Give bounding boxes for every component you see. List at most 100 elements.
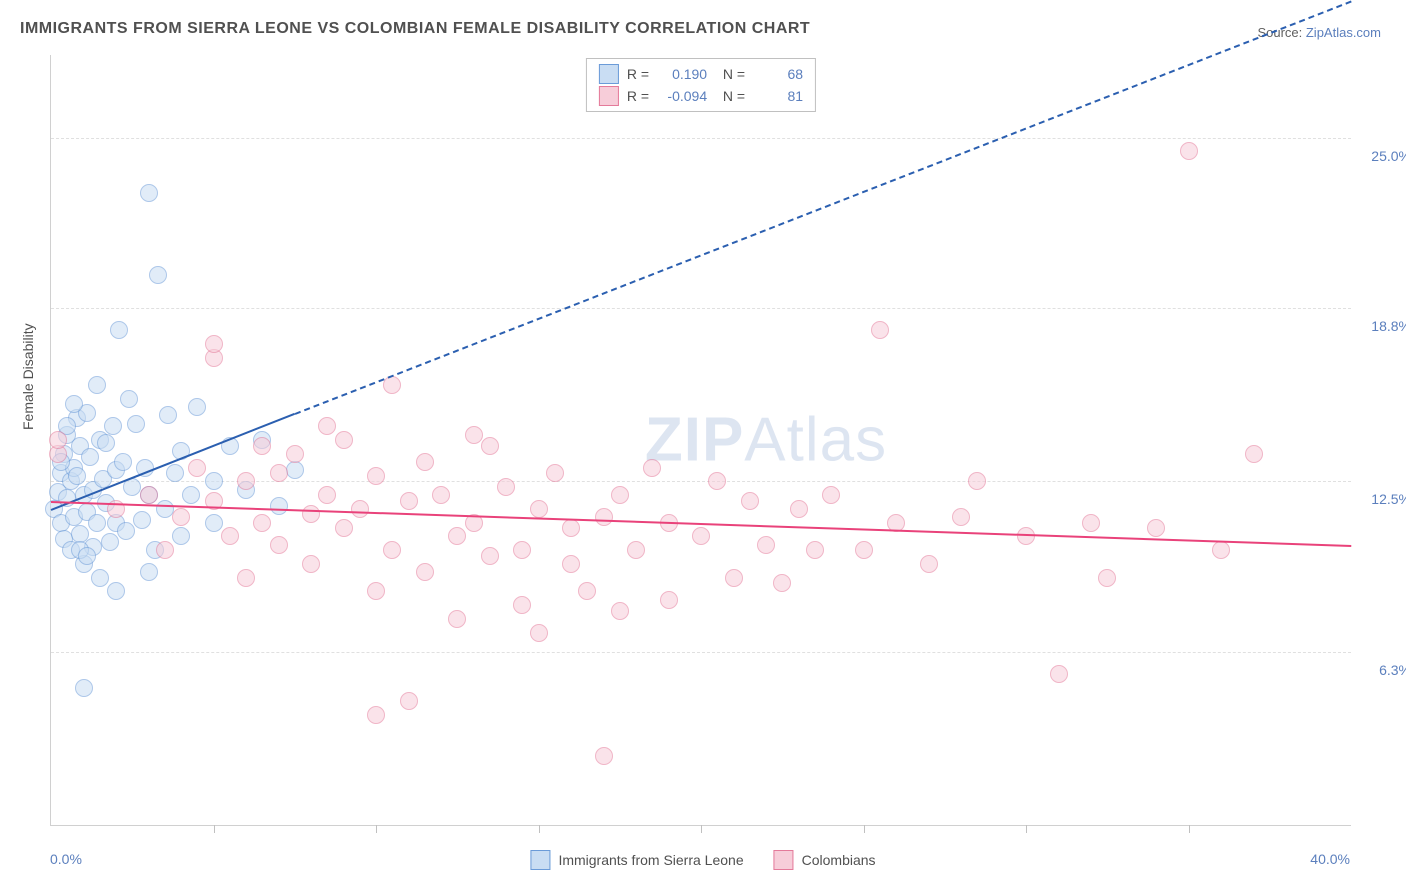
scatter-point [107,582,125,600]
gridline [51,308,1351,309]
x-tick [376,825,377,833]
scatter-point [822,486,840,504]
scatter-point [205,335,223,353]
scatter-point [481,547,499,565]
scatter-point [481,437,499,455]
scatter-point [127,415,145,433]
stat-n-label: N = [715,63,745,85]
scatter-point [253,437,271,455]
scatter-point [708,472,726,490]
x-tick [864,825,865,833]
scatter-point [188,398,206,416]
scatter-point [1147,519,1165,537]
stat-r-label: R = [627,85,649,107]
scatter-point [302,555,320,573]
x-axis-max-label: 40.0% [1310,851,1350,867]
scatter-point [595,508,613,526]
y-tick-label: 25.0% [1356,148,1406,164]
legend-swatch [599,64,619,84]
scatter-point [968,472,986,490]
stats-row: R =0.190 N =68 [599,63,803,85]
scatter-point [101,533,119,551]
scatter-point [318,486,336,504]
bottom-legend: Immigrants from Sierra Leone Colombians [530,850,875,870]
scatter-point [88,514,106,532]
stat-r-label: R = [627,63,649,85]
scatter-point [237,472,255,490]
scatter-point [172,527,190,545]
scatter-point [643,459,661,477]
scatter-point [757,536,775,554]
scatter-point [65,395,83,413]
scatter-point [156,500,174,518]
trend-line [294,0,1351,414]
scatter-point [1180,142,1198,160]
scatter-point [1082,514,1100,532]
scatter-point [133,511,151,529]
scatter-point [562,555,580,573]
scatter-point [81,448,99,466]
scatter-point [110,321,128,339]
scatter-point [627,541,645,559]
scatter-point [49,431,67,449]
scatter-point [188,459,206,477]
scatter-point [140,184,158,202]
scatter-point [400,492,418,510]
scatter-point [806,541,824,559]
scatter-point [140,486,158,504]
scatter-point [773,574,791,592]
scatter-point [790,500,808,518]
scatter-point [952,508,970,526]
scatter-point [286,445,304,463]
scatter-point [920,555,938,573]
scatter-point [611,602,629,620]
y-tick-label: 12.5% [1356,491,1406,507]
scatter-point [237,569,255,587]
y-tick-label: 18.8% [1356,318,1406,334]
scatter-point [497,478,515,496]
scatter-point [400,692,418,710]
scatter-point [221,527,239,545]
stat-n-value: 81 [753,85,803,107]
legend-swatch [599,86,619,106]
scatter-point [367,706,385,724]
scatter-point [578,582,596,600]
scatter-point [660,591,678,609]
plot-area: ZIPAtlas R =0.190 N =68R =-0.094 N =81 6… [50,55,1351,826]
legend-item: Colombians [774,850,876,870]
scatter-point [270,497,288,515]
x-tick [214,825,215,833]
scatter-point [335,431,353,449]
scatter-point [156,541,174,559]
scatter-point [465,426,483,444]
scatter-point [302,505,320,523]
y-axis-label: Female Disability [20,323,36,430]
scatter-point [114,453,132,471]
scatter-point [91,569,109,587]
scatter-point [205,472,223,490]
scatter-point [335,519,353,537]
scatter-point [611,486,629,504]
legend-item: Immigrants from Sierra Leone [530,850,743,870]
chart-container: IMMIGRANTS FROM SIERRA LEONE VS COLOMBIA… [0,0,1406,892]
scatter-point [1017,527,1035,545]
source-value: ZipAtlas.com [1306,25,1381,40]
legend-swatch [530,850,550,870]
scatter-point [416,563,434,581]
scatter-point [270,464,288,482]
scatter-point [166,464,184,482]
scatter-point [383,541,401,559]
gridline [51,138,1351,139]
legend-swatch [774,850,794,870]
scatter-point [530,624,548,642]
scatter-point [595,747,613,765]
scatter-point [182,486,200,504]
watermark-rest: Atlas [744,406,887,475]
scatter-point [546,464,564,482]
scatter-point [432,486,450,504]
stats-legend-box: R =0.190 N =68R =-0.094 N =81 [586,58,816,112]
x-tick [1189,825,1190,833]
scatter-point [530,500,548,518]
scatter-point [78,547,96,565]
stats-row: R =-0.094 N =81 [599,85,803,107]
